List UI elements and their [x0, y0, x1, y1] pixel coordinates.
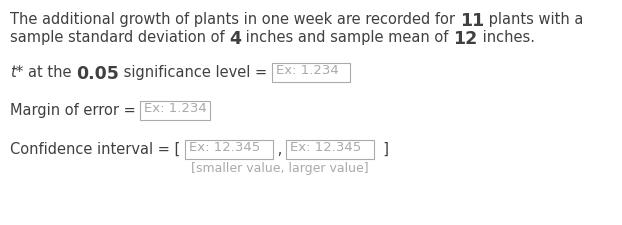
FancyBboxPatch shape — [141, 101, 210, 120]
Text: * at the: * at the — [16, 65, 76, 80]
Text: Ex: 12.345: Ex: 12.345 — [189, 141, 260, 154]
Text: ]: ] — [374, 142, 389, 157]
FancyBboxPatch shape — [185, 140, 273, 159]
Text: 0.05: 0.05 — [76, 65, 119, 83]
Text: 4: 4 — [230, 30, 241, 48]
Text: Confidence interval = [: Confidence interval = [ — [10, 142, 185, 157]
FancyBboxPatch shape — [271, 63, 350, 82]
Text: Ex: 1.234: Ex: 1.234 — [144, 102, 207, 115]
Text: Ex: 12.345: Ex: 12.345 — [290, 141, 361, 154]
Text: 12: 12 — [453, 30, 478, 48]
Text: sample standard deviation of: sample standard deviation of — [10, 30, 230, 45]
Text: 11: 11 — [460, 12, 484, 30]
Text: The additional growth of plants in one week are recorded for: The additional growth of plants in one w… — [10, 12, 460, 27]
Text: t: t — [10, 65, 16, 80]
Text: significance level =: significance level = — [119, 65, 271, 80]
Text: inches.: inches. — [478, 30, 534, 45]
Text: plants with a: plants with a — [484, 12, 583, 27]
FancyBboxPatch shape — [286, 140, 374, 159]
Text: inches and sample mean of: inches and sample mean of — [241, 30, 453, 45]
Text: Margin of error =: Margin of error = — [10, 103, 141, 118]
Text: [smaller value, larger value]: [smaller value, larger value] — [191, 162, 368, 175]
Text: ,: , — [273, 142, 282, 157]
Text: Ex: 1.234: Ex: 1.234 — [276, 64, 338, 77]
